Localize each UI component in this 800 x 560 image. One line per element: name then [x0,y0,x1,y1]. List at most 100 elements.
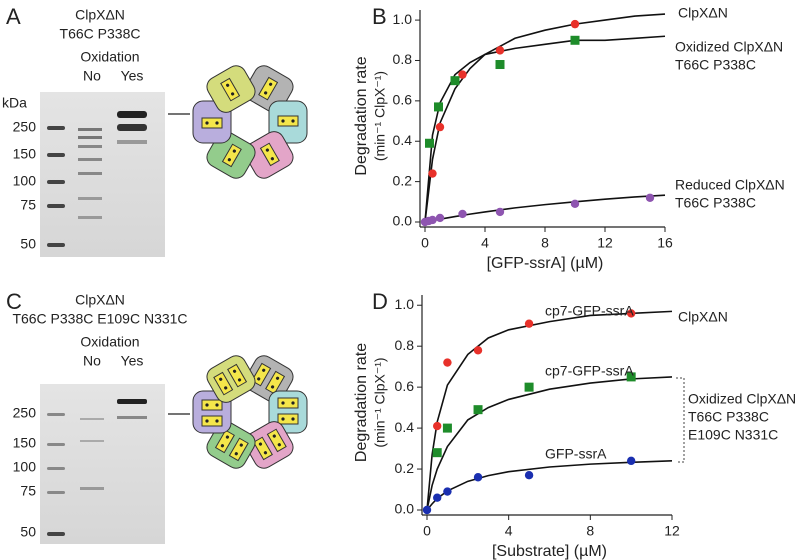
disulfide [277,397,299,409]
data-point [473,405,483,415]
y-tick-label: 0.2 [395,460,415,476]
cys [257,377,261,381]
y-tick-label: 1.0 [393,11,413,27]
cys [262,368,266,372]
x-tick-label: 8 [586,523,594,539]
oxidation-label: Oxidation [80,49,139,65]
disulfide [252,436,273,461]
data-point [495,207,505,217]
panel-letter: D [372,289,388,314]
disulfide [214,429,235,454]
cys [237,378,242,382]
x-tick-label: 12 [597,235,613,251]
construct-label: T66C P338C [60,26,141,42]
subunit-body [244,421,294,469]
cys [205,403,209,407]
data-point [473,346,483,355]
x-tick-label: 8 [541,235,549,251]
y-axis-label: (min⁻¹ ClpX⁻¹) [372,357,388,447]
gel-a [40,92,190,257]
cys [239,443,243,447]
y-tick-label: 0.8 [395,337,415,353]
y-tick-label: 0.2 [393,172,413,188]
annotation: GFP-ssrA [545,446,607,462]
data-point [524,382,534,392]
disulfide [265,370,286,395]
data-point [442,423,452,433]
disulfide [227,363,248,388]
cys [281,119,285,123]
cys [291,119,295,123]
disulfide [220,77,241,102]
marker-label: 150 [13,435,37,451]
panel-letter: A [6,4,21,29]
data-point [432,448,442,458]
marker-label: 75 [20,483,36,499]
cys [258,442,263,446]
y-tick-label: 0.0 [395,501,415,517]
unit-label: kDa [2,95,27,111]
cys [232,149,236,153]
data-point [626,309,636,318]
cys [281,417,285,421]
lane-label: No [83,68,101,84]
cys [215,419,219,423]
disulfide [228,437,249,462]
data-point [645,193,655,202]
cys [291,417,295,421]
marker-label: 50 [20,524,36,540]
cys [219,377,223,381]
disulfide [277,115,299,127]
cys [265,148,269,152]
cys [264,91,268,95]
y-tick-label: 0.8 [393,51,413,67]
disulfide [259,142,280,167]
fit-curve [424,35,666,223]
disulfide [277,413,299,425]
data-point [433,493,442,502]
disulfide [251,362,272,387]
lane-label: No [83,353,101,369]
x-tick-label: 4 [505,523,513,539]
x-tick-label: 12 [664,523,680,539]
cys [226,83,230,87]
y-tick-label: 0.6 [395,378,415,394]
cys [220,444,225,448]
x-axis-label: [Substrate] (µM) [492,543,607,560]
lane-label: Yes [121,68,144,84]
y-tick-label: 0.6 [393,92,413,108]
x-tick-label: 16 [657,235,673,251]
x-axis-label: [GFP-ssrA] (µM) [487,255,604,272]
cys [215,121,219,125]
subunit [206,355,256,403]
lane-label: Yes [121,353,144,369]
data-point [626,372,636,382]
cys [275,376,280,380]
disulfide [213,371,234,396]
marker-label: 250 [13,405,37,421]
cys [277,443,281,447]
data-point [570,19,580,29]
data-point [458,70,467,79]
y-axis-label: Degradation rate [353,343,370,462]
construct-label: T66C P338C E109C N331C [12,311,187,327]
data-point [524,470,534,480]
fit-curve [426,376,673,511]
panel-letter: C [6,289,22,314]
data-point [422,505,432,515]
subunit [244,421,294,469]
data-point [435,122,445,132]
annotation: T66C P338C [675,57,756,73]
y-tick-label: 0.4 [395,419,415,435]
disulfide [221,143,242,168]
gel-c [40,384,190,544]
cys [205,121,209,125]
cys [263,451,268,455]
data-point [570,199,580,209]
annotation: cp7-GFP-ssrA [545,303,634,319]
fit-curve [426,460,673,511]
disulfide [258,76,279,101]
annotation: ClpXΔN [678,5,728,21]
subunit [244,131,294,179]
